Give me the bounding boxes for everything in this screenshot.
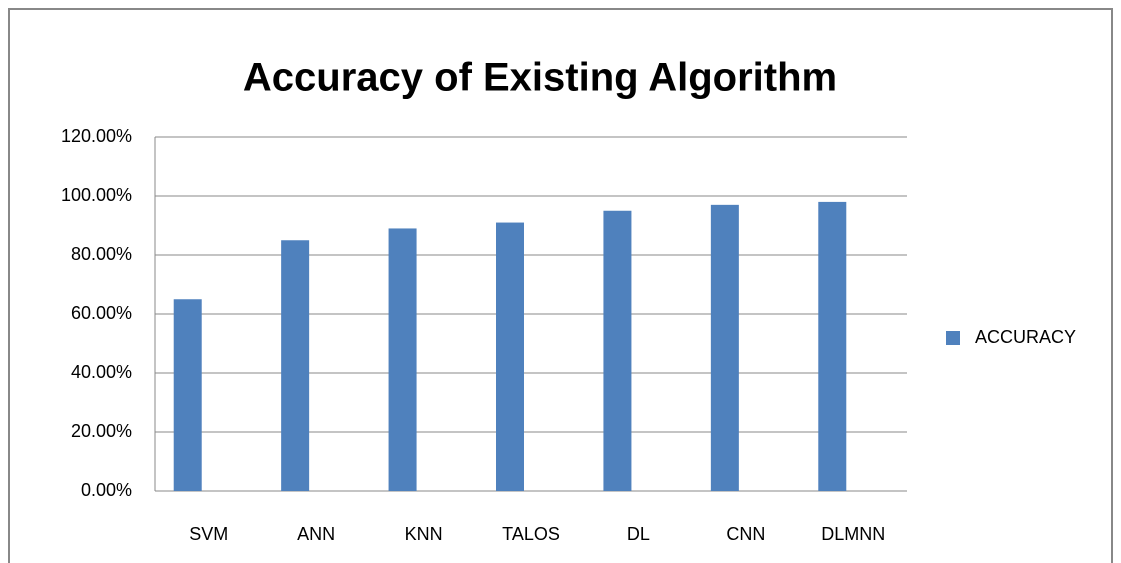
y-tick-label: 20.00% <box>71 421 132 441</box>
x-tick-label: DL <box>627 524 650 544</box>
bar <box>603 210 632 491</box>
x-tick-label: DLMNN <box>821 524 885 544</box>
y-tick-label: 80.00% <box>71 244 132 264</box>
y-tick-label: 100.00% <box>61 185 132 205</box>
bar <box>281 240 310 491</box>
legend-label: ACCURACY <box>975 327 1076 347</box>
y-tick-label: 60.00% <box>71 303 132 323</box>
x-tick-label: TALOS <box>502 524 560 544</box>
y-tick-label: 0.00% <box>81 480 132 500</box>
bar <box>173 299 202 491</box>
chart-border <box>8 8 1113 563</box>
chart-title: Accuracy of Existing Algorithm <box>243 56 837 100</box>
x-tick-label: KNN <box>405 524 443 544</box>
legend-swatch <box>946 331 960 345</box>
x-tick-label: SVM <box>189 524 228 544</box>
x-tick-label: ANN <box>297 524 335 544</box>
y-tick-label: 40.00% <box>71 362 132 382</box>
bar <box>496 222 524 492</box>
y-tick-label: 120.00% <box>61 126 132 146</box>
x-tick-label: CNN <box>726 524 765 544</box>
bar <box>388 228 417 491</box>
bar <box>818 201 847 491</box>
bar <box>710 204 739 491</box>
